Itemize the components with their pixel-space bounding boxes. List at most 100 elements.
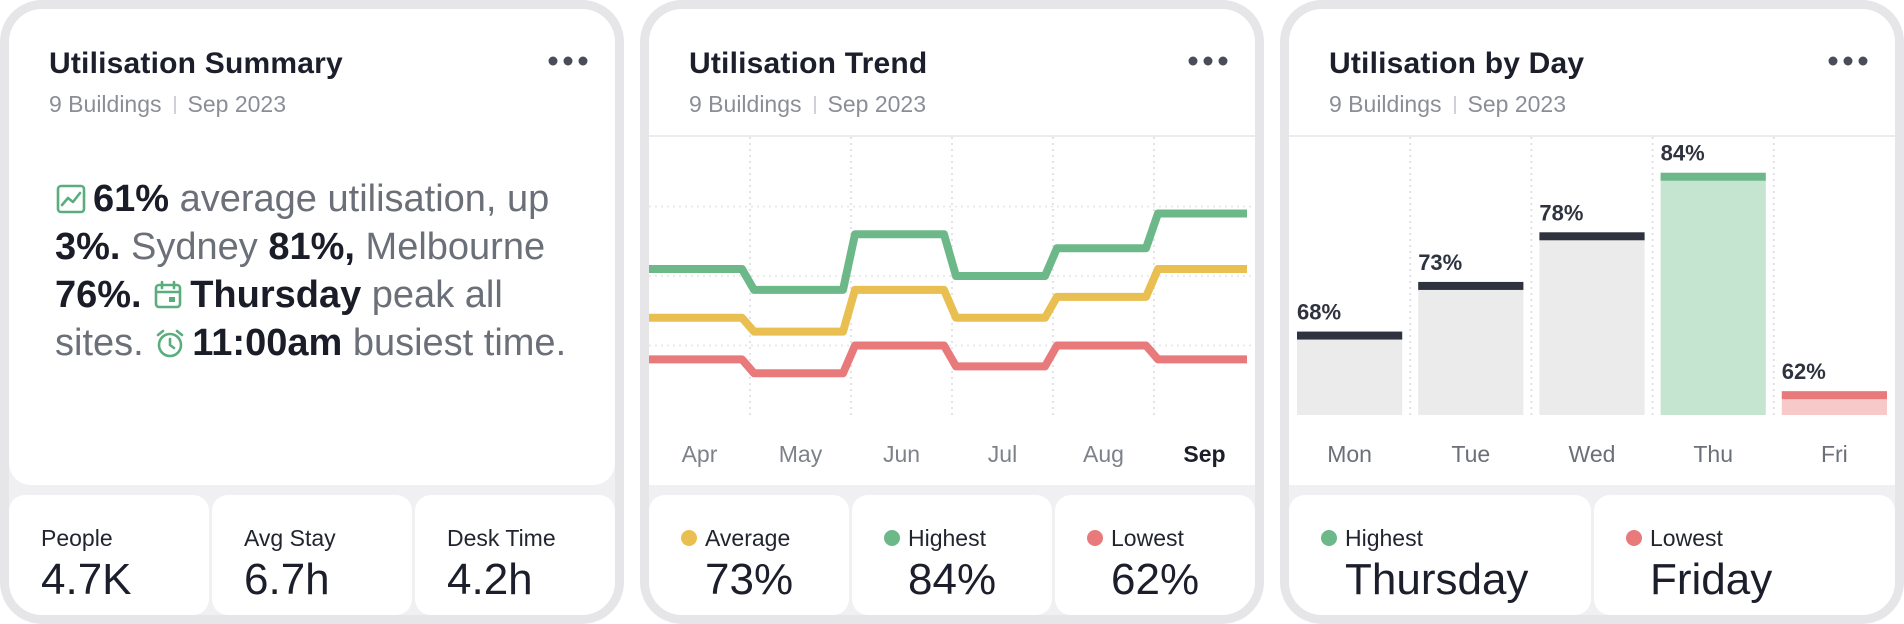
stat-label: Highest (1321, 525, 1423, 552)
bar-value-label: 62% (1782, 359, 1826, 384)
buildings-count: 9 Buildings (49, 91, 162, 117)
stat-label-text: Highest (908, 525, 986, 551)
stat-lowest-day: Lowest Friday (1594, 495, 1895, 615)
byday-header: Utilisation by Day 9 Buildings Sep 2023 (1289, 9, 1895, 137)
bar-value-label: 78% (1539, 200, 1583, 225)
summary-text-part: average utilisation, up (169, 178, 550, 220)
buildings-count: 9 Buildings (689, 91, 802, 117)
x-tick-label[interactable]: Sep (1183, 441, 1226, 467)
stat-label-text: Average (705, 525, 791, 551)
busiest-time-value: 11:00am (192, 322, 343, 364)
trend-chart-icon (55, 179, 87, 214)
peak-day-value: Thursday (190, 274, 362, 316)
subtitle-divider (1453, 96, 1456, 114)
bar-value-label: 73% (1418, 250, 1462, 275)
bar-cap-fri (1781, 391, 1887, 400)
stat-value: 62% (1111, 555, 1200, 604)
stat-label: People (41, 525, 113, 551)
bar-fri[interactable] (1781, 395, 1887, 415)
x-tick-label[interactable]: Mon (1327, 441, 1372, 467)
calendar-icon (152, 275, 184, 309)
stat-label: Lowest (1087, 525, 1184, 552)
stat-value: 84% (908, 555, 997, 604)
stat-label: Avg Stay (244, 525, 336, 551)
bar-tue[interactable] (1418, 285, 1524, 415)
stat-highest: Highest 84% (852, 495, 1052, 615)
stat-highest-day: Highest Thursday (1289, 495, 1591, 615)
stat-value: Friday (1650, 555, 1773, 604)
stat-label: Highest (884, 525, 986, 552)
more-options-icon[interactable] (1827, 53, 1869, 69)
summary-header: Utilisation Summary 9 Buildings Sep 2023 … (9, 9, 615, 485)
stat-value: 4.2h (447, 555, 533, 604)
stat-value: 73% (705, 555, 794, 604)
utilisation-summary-card: Utilisation Summary 9 Buildings Sep 2023 … (0, 0, 624, 624)
stat-lowest: Lowest 62% (1055, 495, 1255, 615)
stat-value: 6.7h (244, 555, 330, 604)
sydney-value: 81%, (268, 226, 355, 268)
trend-series-highest (649, 209, 1247, 294)
stat-label: Average (681, 525, 790, 552)
stat-label: Desk Time (447, 525, 556, 551)
melbourne-value: 76%. (55, 274, 142, 316)
bar-mon[interactable] (1297, 335, 1403, 415)
highest-legend-dot (884, 530, 900, 546)
trend-header: Utilisation Trend 9 Buildings Sep 2023 (649, 9, 1255, 137)
byday-plot-area: 68% 73% 78% 84% 62% (1289, 137, 1895, 415)
x-tick-label[interactable]: Fri (1820, 441, 1848, 467)
summary-text-part: peak all sites. (55, 274, 503, 364)
x-tick-label[interactable]: Jul (987, 441, 1018, 467)
x-tick-label[interactable]: Jun (882, 441, 921, 467)
stat-value: 4.7K (41, 555, 132, 604)
byday-x-axis: Mon Tue Wed Thu Fri (1289, 415, 1895, 485)
card-subtitle: 9 Buildings Sep 2023 (689, 91, 926, 118)
summary-text: 61% average utilisation, up 3%. Sydney 8… (55, 175, 585, 367)
more-options-icon[interactable] (547, 53, 589, 69)
period-label: Sep 2023 (1467, 91, 1567, 117)
summary-text-part: busiest time. (342, 322, 567, 364)
subtitle-divider (813, 96, 816, 114)
card-title: Utilisation Trend (689, 47, 928, 80)
bar-cap-thu (1660, 172, 1766, 181)
stat-value: Thursday (1345, 555, 1529, 604)
card-subtitle: 9 Buildings Sep 2023 (49, 91, 286, 118)
lowest-legend-dot (1626, 530, 1642, 546)
bar-thu[interactable] (1660, 176, 1766, 415)
x-tick-label[interactable]: Wed (1568, 441, 1616, 467)
utilisation-trend-card: Utilisation Trend 9 Buildings Sep 2023 Ap… (640, 0, 1264, 624)
x-tick-label[interactable]: May (778, 441, 823, 467)
change-value: 3%. (55, 226, 121, 268)
bar-value-label: 68% (1297, 300, 1341, 325)
bar-value-label: 84% (1661, 141, 1705, 166)
more-options-icon[interactable] (1187, 53, 1229, 69)
bar-cap-mon (1297, 331, 1403, 340)
trend-plot-area (649, 137, 1255, 415)
byday-chart: 68% 73% 78% 84% 62% (1297, 137, 1887, 415)
bar-wed[interactable] (1539, 236, 1645, 415)
trend-series-lowest (649, 341, 1247, 378)
lowest-legend-dot (1087, 530, 1103, 546)
card-subtitle: 9 Buildings Sep 2023 (1329, 91, 1566, 118)
x-tick-label[interactable]: Tue (1451, 441, 1491, 467)
stat-desk-time: Desk Time 4.2h (415, 495, 615, 615)
card-title: Utilisation Summary (49, 47, 343, 80)
stat-label: Lowest (1626, 525, 1723, 552)
stat-people: People 4.7K (9, 495, 209, 615)
period-label: Sep 2023 (187, 91, 287, 117)
utilisation-by-day-card: Utilisation by Day 9 Buildings Sep 2023 6… (1280, 0, 1904, 624)
card-title: Utilisation by Day (1329, 47, 1585, 80)
stat-average: Average 73% (649, 495, 849, 615)
x-tick-label[interactable]: Aug (1083, 441, 1124, 467)
stat-label-text: Lowest (1111, 525, 1184, 551)
buildings-count: 9 Buildings (1329, 91, 1442, 117)
subtitle-divider (173, 96, 176, 114)
period-label: Sep 2023 (827, 91, 927, 117)
avg-utilisation-value: 61% (93, 178, 170, 220)
stat-avg-stay: Avg Stay 6.7h (212, 495, 412, 615)
summary-text-part: Sydney (120, 226, 269, 268)
bar-cap-wed (1539, 232, 1645, 241)
trend-x-axis: Apr May Jun Jul Aug Sep (649, 415, 1255, 485)
x-tick-label[interactable]: Thu (1693, 441, 1733, 467)
x-tick-label[interactable]: Apr (681, 441, 718, 467)
alarm-clock-icon (154, 323, 186, 358)
